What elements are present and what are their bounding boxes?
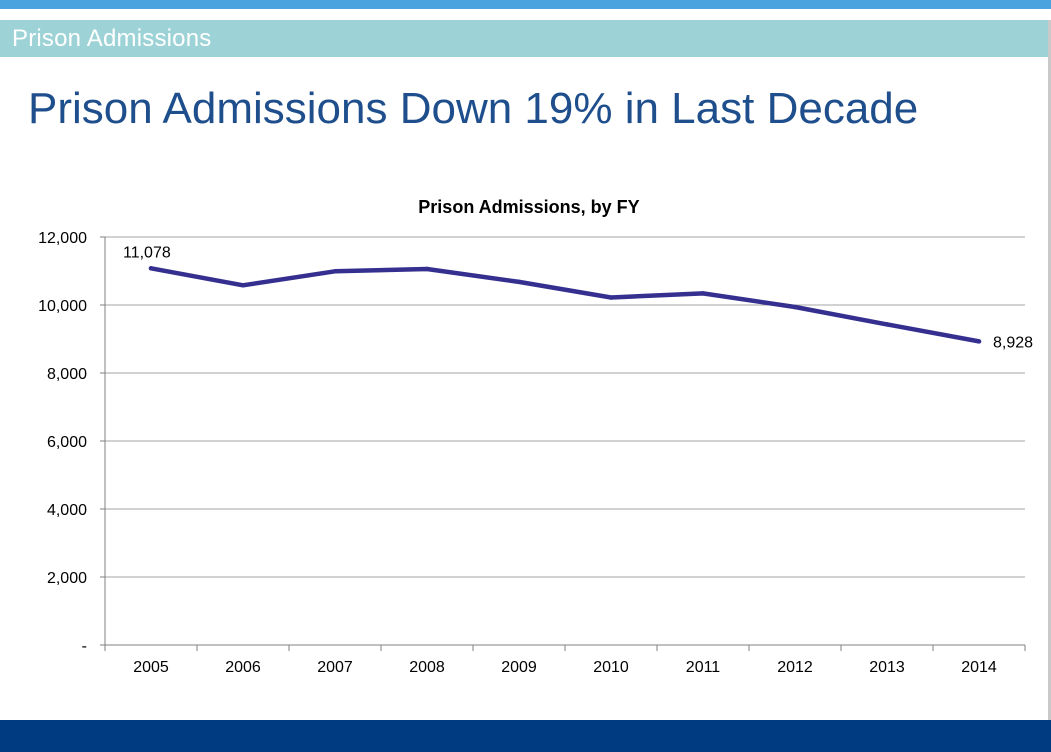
data-point [148, 266, 154, 271]
x-tick-labels: 2005 2006 2007 2008 2009 2010 2011 2012 2013 2014 [133, 659, 997, 676]
y-tick-label: 6,000 [47, 434, 87, 451]
x-tick-label: 2012 [777, 659, 813, 676]
section-label: Prison Admissions [12, 25, 212, 52]
x-tick-label: 2007 [317, 659, 353, 676]
data-point [332, 269, 338, 274]
series-group [148, 266, 982, 344]
line-chart: Prison Admissions, by FY - 2,000 4,000 6,00… [38, 197, 1033, 676]
section-header-band: Prison Admissions [0, 20, 1051, 57]
y-tick-labels: - 2,000 4,000 6,000 8,000 10,000 12,000 [38, 230, 87, 655]
y-tick-label: 8,000 [47, 366, 87, 383]
x-tick-label: 2011 [686, 659, 721, 676]
data-labels: 11,078 8,928 [123, 244, 1033, 351]
y-tick-label: 10,000 [38, 298, 87, 315]
y-tick-label: 12,000 [38, 230, 87, 247]
data-point [792, 304, 798, 310]
data-point [700, 291, 706, 296]
x-tick-label: 2014 [961, 659, 997, 676]
data-point [240, 283, 246, 288]
y-tick-label: 4,000 [47, 502, 87, 519]
axes [100, 236, 1026, 651]
x-tick-label: 2010 [593, 659, 629, 676]
data-point [516, 279, 522, 285]
x-tick-label: 2006 [225, 659, 261, 676]
x-tick-label: 2005 [133, 659, 169, 676]
slide-edge [1048, 20, 1051, 720]
data-point [608, 295, 614, 300]
x-tick-label: 2013 [869, 659, 905, 676]
data-point [424, 266, 430, 272]
chart-title: Prison Admissions, by FY [418, 197, 639, 217]
x-tick-label: 2009 [501, 659, 537, 676]
slide-title: Prison Admissions Down 19% in Last Decad… [28, 84, 919, 133]
series-line [148, 266, 982, 344]
top-accent-stripe [0, 0, 1051, 9]
data-label: 11,078 [123, 244, 171, 261]
gridlines [105, 236, 1025, 578]
footer-band [0, 720, 1051, 752]
y-tick-label: - [82, 638, 87, 655]
x-tick-label: 2008 [409, 659, 445, 676]
y-tick-label: 2,000 [47, 570, 87, 587]
data-point [884, 322, 890, 327]
data-label: 8,928 [993, 334, 1033, 351]
data-point [976, 339, 982, 344]
